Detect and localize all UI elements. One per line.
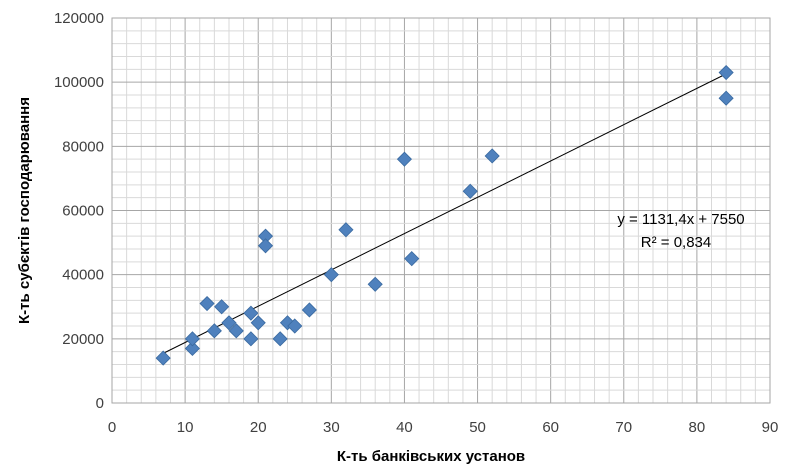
- data-point: [184, 340, 200, 357]
- data-point: [272, 331, 288, 347]
- x-axis-ticks: 0 10 20 30 40 50 60 70 80 90: [108, 419, 779, 436]
- x-tick-label: 20: [250, 419, 267, 436]
- x-tick-label: 10: [177, 419, 194, 436]
- data-point: [396, 151, 413, 167]
- data-point: [323, 267, 339, 283]
- y-tick-label: 20000: [62, 331, 104, 348]
- data-point: [243, 331, 259, 347]
- data-point: [404, 251, 420, 267]
- y-tick-label: 100000: [54, 74, 104, 91]
- data-point: [243, 305, 259, 321]
- data-point: [206, 323, 222, 339]
- y-tick-label: 60000: [62, 203, 104, 220]
- x-tick-label: 90: [762, 419, 779, 436]
- data-point: [250, 315, 266, 331]
- trendline-equation: y = 1131,4x + 7550: [617, 211, 744, 228]
- y-axis-title: К-ть субєктів господарювання: [16, 97, 33, 324]
- x-tick-label: 70: [615, 419, 632, 436]
- data-point: [718, 90, 734, 106]
- x-tick-label: 40: [396, 419, 413, 436]
- plot-area-border: [111, 17, 771, 404]
- data-point: [484, 148, 500, 164]
- data-point: [338, 222, 354, 238]
- data-point: [287, 318, 303, 334]
- y-tick-label: 120000: [54, 10, 104, 27]
- x-tick-label: 60: [542, 419, 559, 436]
- y-axis-ticks: 0 20000 40000 60000 80000 100000 120000: [54, 10, 104, 412]
- r-squared-label: R² = 0,834: [641, 234, 711, 251]
- data-points: [155, 64, 734, 366]
- x-tick-label: 30: [323, 419, 340, 436]
- data-point: [221, 315, 237, 331]
- x-axis-title: К-ть банківських установ: [337, 448, 525, 465]
- x-tick-label: 0: [108, 419, 116, 436]
- data-point: [184, 331, 200, 347]
- data-point: [462, 183, 478, 199]
- data-point: [155, 350, 171, 366]
- data-point: [257, 238, 274, 254]
- x-tick-label: 50: [469, 419, 486, 436]
- y-tick-label: 40000: [62, 267, 104, 284]
- data-point: [718, 64, 734, 81]
- x-tick-label: 80: [689, 419, 706, 436]
- data-point: [301, 302, 317, 318]
- data-point: [367, 276, 383, 292]
- y-tick-label: 80000: [62, 138, 104, 155]
- data-point: [199, 295, 215, 312]
- y-tick-label: 0: [96, 395, 104, 412]
- trendline: [162, 73, 727, 354]
- data-point: [228, 323, 244, 339]
- data-point: [214, 299, 230, 315]
